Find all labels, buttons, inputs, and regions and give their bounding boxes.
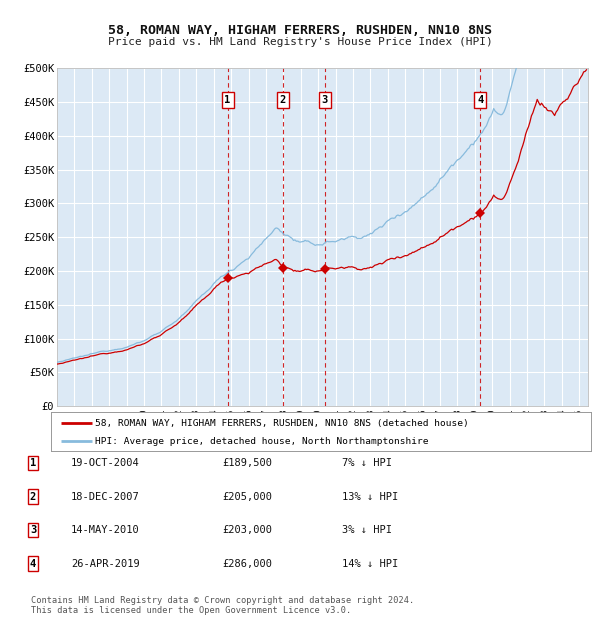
Text: Price paid vs. HM Land Registry's House Price Index (HPI): Price paid vs. HM Land Registry's House … [107,37,493,47]
Text: 1: 1 [30,458,36,468]
Text: 58, ROMAN WAY, HIGHAM FERRERS, RUSHDEN, NN10 8NS: 58, ROMAN WAY, HIGHAM FERRERS, RUSHDEN, … [108,24,492,37]
Text: 1: 1 [224,95,231,105]
Text: 3: 3 [30,525,36,535]
Text: 18-DEC-2007: 18-DEC-2007 [71,492,140,502]
Text: 4: 4 [477,95,484,105]
Text: 2: 2 [30,492,36,502]
Text: 3% ↓ HPI: 3% ↓ HPI [342,525,392,535]
Text: 26-APR-2019: 26-APR-2019 [71,559,140,569]
Text: £189,500: £189,500 [222,458,272,468]
Text: £205,000: £205,000 [222,492,272,502]
Text: HPI: Average price, detached house, North Northamptonshire: HPI: Average price, detached house, Nort… [95,436,429,446]
Text: 7% ↓ HPI: 7% ↓ HPI [342,458,392,468]
Text: 3: 3 [322,95,328,105]
Text: 2: 2 [280,95,286,105]
Text: Contains HM Land Registry data © Crown copyright and database right 2024.
This d: Contains HM Land Registry data © Crown c… [31,596,415,615]
Text: £286,000: £286,000 [222,559,272,569]
Text: 19-OCT-2004: 19-OCT-2004 [71,458,140,468]
Text: 4: 4 [30,559,36,569]
Text: 14% ↓ HPI: 14% ↓ HPI [342,559,398,569]
Text: 14-MAY-2010: 14-MAY-2010 [71,525,140,535]
Text: 13% ↓ HPI: 13% ↓ HPI [342,492,398,502]
Text: £203,000: £203,000 [222,525,272,535]
Text: 58, ROMAN WAY, HIGHAM FERRERS, RUSHDEN, NN10 8NS (detached house): 58, ROMAN WAY, HIGHAM FERRERS, RUSHDEN, … [95,418,469,428]
